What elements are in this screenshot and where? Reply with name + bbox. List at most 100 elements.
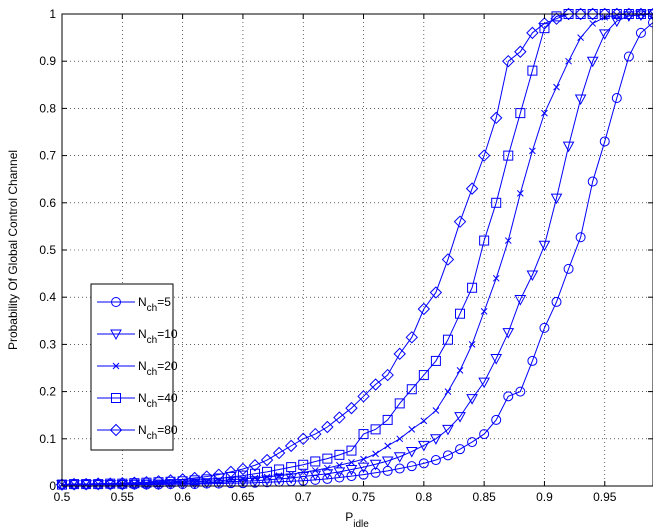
data-point-x [480, 308, 488, 315]
data-point-triangle-down [610, 16, 623, 28]
x-tick-label: 0.5 [54, 490, 71, 504]
data-point-circle [322, 473, 333, 484]
data-point-x [287, 470, 295, 478]
data-point-diamond [453, 215, 467, 228]
data-point-square [527, 65, 538, 76]
data-point-diamond [550, 12, 563, 25]
data-point-triangle-down [309, 470, 322, 482]
y-tick-label: 0.5 [39, 243, 56, 257]
data-point-triangle-down [478, 377, 490, 389]
data-point-square [370, 424, 381, 435]
data-point-x [504, 237, 512, 244]
data-point-diamond [634, 7, 648, 21]
legend-label-suffix: =80 [157, 423, 178, 437]
data-point-circle [551, 296, 562, 307]
data-point-square [503, 150, 514, 161]
legend-item: Nch=40 [97, 391, 178, 410]
data-point-diamond [309, 427, 322, 441]
data-point-circle [563, 263, 574, 274]
legend-label: Nch=20 [138, 359, 178, 378]
data-point-x [336, 461, 343, 469]
y-tick-label: 0.8 [39, 101, 56, 115]
data-point-x [372, 450, 379, 458]
data-point-diamond [55, 478, 69, 491]
data-point-square [249, 468, 260, 479]
x-tick-label: 0.65 [231, 490, 255, 504]
data-point-circle [587, 176, 598, 187]
data-point-circle [635, 27, 646, 38]
y-tick-label: 0.6 [39, 196, 56, 210]
data-point-square [491, 197, 502, 208]
data-point-circle [479, 429, 490, 440]
legend-label-suffix: =20 [157, 359, 178, 373]
y-tick-label: 0.9 [39, 54, 56, 68]
data-point-diamond [465, 182, 479, 195]
data-point-x [577, 34, 584, 41]
legend-label-suffix: =10 [157, 327, 178, 341]
data-point-x [456, 367, 464, 374]
data-point-diamond [562, 7, 575, 21]
legend-box [90, 283, 174, 451]
data-point-diamond [417, 302, 431, 316]
data-point-diamond [236, 462, 250, 476]
y-tick-label: 0.2 [39, 385, 56, 399]
data-point-circle [599, 136, 610, 147]
data-point-circle [455, 444, 466, 455]
data-point-square [213, 473, 224, 484]
legend-marker-x [112, 362, 120, 370]
data-point-diamond [514, 45, 527, 58]
data-point-triangle-down [92, 480, 105, 491]
data-point-x [299, 468, 307, 476]
data-point-diamond [598, 7, 611, 21]
data-point-diamond [381, 368, 394, 382]
data-point-circle [648, 17, 653, 28]
x-tick-label: 0.85 [472, 490, 496, 504]
legend-label-main: N [138, 295, 147, 309]
data-point-triangle-down [80, 480, 92, 491]
data-point-square [201, 474, 212, 485]
legend-marker-triangle-down [110, 329, 122, 341]
data-point-triangle-down [345, 464, 358, 476]
data-point-x [565, 57, 572, 65]
data-point-triangle-down [514, 295, 527, 306]
data-point-square [322, 453, 333, 464]
data-point-square [334, 449, 345, 460]
data-point-square [515, 108, 526, 119]
y-tick-label: 1 [49, 7, 56, 21]
x-tick-label: 0.7 [295, 490, 312, 504]
data-point-x [420, 417, 428, 425]
data-point-diamond [357, 390, 370, 403]
data-point-x [589, 20, 597, 27]
data-point-x [492, 274, 500, 282]
data-point-diamond [538, 17, 551, 30]
data-point-square [406, 384, 417, 395]
x-tick-label: 0.75 [352, 490, 376, 504]
data-point-square [310, 456, 321, 467]
x-tick-label: 0.55 [111, 490, 135, 504]
data-point-circle [430, 455, 441, 466]
legend-label-subscript: ch [147, 431, 158, 442]
data-point-triangle-down [104, 480, 117, 491]
data-point-square [298, 459, 309, 470]
data-point-diamond [297, 432, 310, 446]
legend-label-subscript: ch [147, 399, 158, 410]
data-point-circle [334, 472, 345, 483]
data-point-x [323, 464, 331, 472]
data-point-x [348, 459, 355, 466]
data-point-diamond [272, 446, 286, 460]
data-point-triangle-down [393, 452, 406, 463]
data-point-triangle-down [164, 479, 177, 490]
data-point-triangle-down [466, 394, 478, 405]
data-point-diamond [224, 465, 238, 479]
legend-label-main: N [138, 391, 147, 405]
data-point-square [551, 11, 562, 22]
legend-label: Nch=80 [138, 423, 178, 442]
series-line [62, 13, 653, 486]
data-point-triangle-down [586, 56, 599, 68]
data-point-square [189, 475, 200, 486]
x-tick-label: 0.6 [174, 490, 191, 504]
data-point-diamond [116, 476, 129, 490]
legend-marker-square [111, 393, 121, 403]
